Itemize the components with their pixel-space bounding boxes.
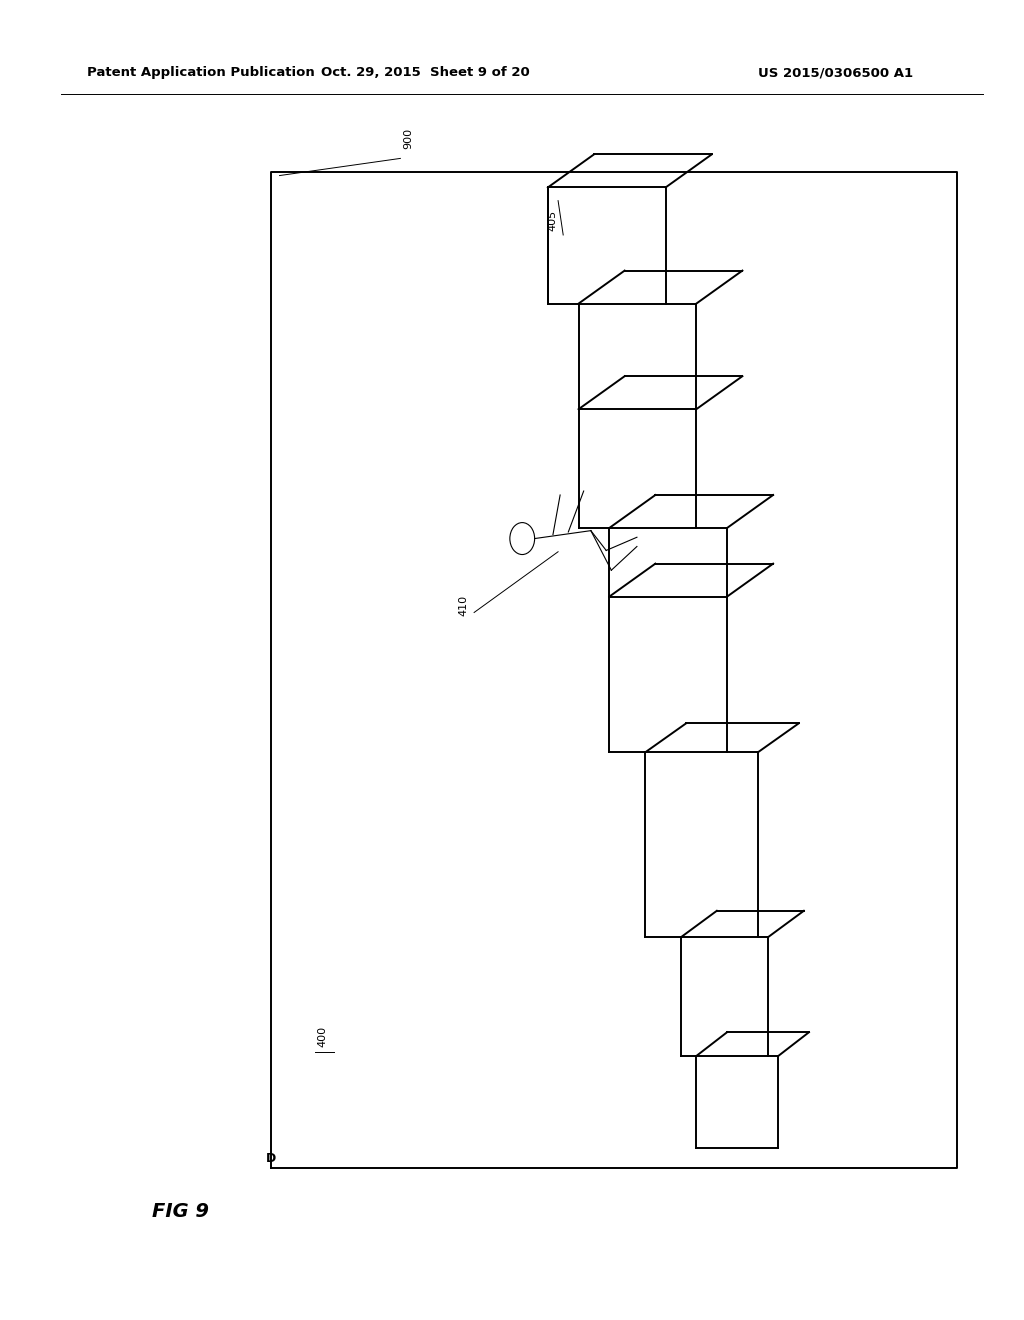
Text: 405: 405	[548, 210, 558, 231]
Text: 400: 400	[317, 1026, 328, 1047]
Text: Patent Application Publication: Patent Application Publication	[87, 66, 314, 79]
Text: D: D	[266, 1152, 276, 1166]
Text: FIG 9: FIG 9	[152, 1203, 209, 1221]
Text: US 2015/0306500 A1: US 2015/0306500 A1	[758, 66, 912, 79]
Text: 410: 410	[459, 595, 469, 616]
Text: 900: 900	[403, 128, 414, 149]
Text: Oct. 29, 2015  Sheet 9 of 20: Oct. 29, 2015 Sheet 9 of 20	[321, 66, 529, 79]
